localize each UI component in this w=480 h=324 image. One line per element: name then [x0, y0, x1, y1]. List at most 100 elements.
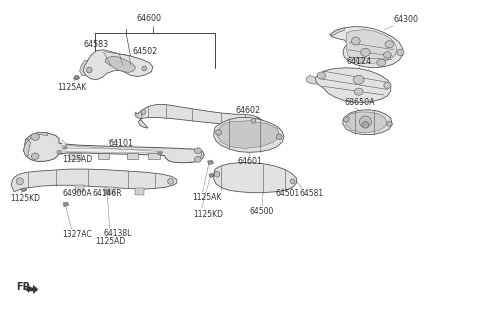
- Polygon shape: [157, 152, 161, 155]
- Ellipse shape: [216, 129, 221, 135]
- Text: 64146R: 64146R: [93, 190, 122, 198]
- Text: 1125KD: 1125KD: [10, 194, 40, 203]
- Ellipse shape: [384, 52, 391, 58]
- Polygon shape: [24, 132, 204, 163]
- Text: 1125AK: 1125AK: [192, 193, 221, 202]
- Polygon shape: [69, 153, 81, 159]
- Ellipse shape: [356, 57, 363, 63]
- Ellipse shape: [351, 37, 360, 45]
- Ellipse shape: [385, 41, 394, 48]
- Ellipse shape: [86, 67, 92, 73]
- Ellipse shape: [360, 116, 372, 127]
- Polygon shape: [98, 153, 109, 159]
- Ellipse shape: [158, 153, 161, 155]
- Text: 64502: 64502: [132, 47, 157, 55]
- Ellipse shape: [377, 59, 385, 66]
- Ellipse shape: [290, 179, 295, 184]
- Polygon shape: [345, 112, 387, 132]
- Ellipse shape: [353, 75, 364, 84]
- Ellipse shape: [360, 48, 370, 56]
- Text: 64124: 64124: [346, 57, 371, 66]
- Polygon shape: [24, 285, 32, 292]
- Text: 1125AD: 1125AD: [62, 155, 92, 164]
- Text: 1125AD: 1125AD: [96, 237, 126, 246]
- Text: 68650A: 68650A: [344, 98, 375, 107]
- Polygon shape: [306, 75, 318, 84]
- Ellipse shape: [194, 148, 202, 154]
- Text: 1327AC: 1327AC: [62, 230, 92, 239]
- Polygon shape: [73, 75, 80, 80]
- Polygon shape: [346, 30, 397, 64]
- Text: 64602: 64602: [235, 106, 260, 115]
- Ellipse shape: [397, 49, 404, 55]
- Text: 64138L: 64138L: [104, 229, 132, 238]
- Polygon shape: [343, 110, 392, 134]
- Polygon shape: [137, 105, 259, 128]
- Text: 64581: 64581: [300, 190, 324, 198]
- Ellipse shape: [63, 147, 66, 149]
- Ellipse shape: [104, 191, 108, 194]
- Ellipse shape: [354, 88, 363, 95]
- Polygon shape: [198, 149, 204, 160]
- Polygon shape: [135, 189, 144, 195]
- Polygon shape: [127, 153, 138, 159]
- Ellipse shape: [22, 188, 25, 191]
- Ellipse shape: [251, 118, 256, 123]
- Ellipse shape: [208, 161, 212, 164]
- Polygon shape: [105, 187, 115, 194]
- Polygon shape: [214, 163, 297, 193]
- Text: 64101: 64101: [109, 139, 134, 148]
- Polygon shape: [330, 27, 403, 68]
- Polygon shape: [217, 121, 279, 148]
- Ellipse shape: [317, 72, 325, 79]
- Polygon shape: [24, 140, 30, 156]
- Polygon shape: [104, 190, 110, 194]
- Polygon shape: [105, 56, 136, 72]
- Polygon shape: [209, 173, 215, 178]
- Ellipse shape: [194, 156, 201, 162]
- Text: 64300: 64300: [393, 15, 418, 24]
- Text: 64500: 64500: [249, 206, 274, 215]
- Ellipse shape: [142, 66, 147, 71]
- Ellipse shape: [16, 178, 24, 185]
- Polygon shape: [11, 169, 177, 192]
- Ellipse shape: [214, 171, 220, 177]
- Ellipse shape: [386, 122, 392, 126]
- Ellipse shape: [362, 122, 369, 128]
- Polygon shape: [25, 132, 48, 140]
- Ellipse shape: [31, 133, 39, 140]
- Text: 64501: 64501: [276, 190, 300, 198]
- Polygon shape: [135, 110, 142, 119]
- Text: 64600: 64600: [137, 14, 162, 23]
- Ellipse shape: [64, 203, 68, 206]
- Ellipse shape: [168, 179, 173, 184]
- Polygon shape: [253, 117, 263, 126]
- Polygon shape: [148, 153, 159, 159]
- Polygon shape: [63, 146, 67, 149]
- Text: 64601: 64601: [237, 157, 262, 166]
- Polygon shape: [80, 60, 88, 75]
- Ellipse shape: [31, 153, 39, 159]
- Text: 64900A: 64900A: [63, 190, 93, 198]
- Ellipse shape: [384, 82, 391, 88]
- Polygon shape: [83, 50, 153, 80]
- Ellipse shape: [74, 76, 78, 79]
- Text: 1125KD: 1125KD: [193, 210, 223, 219]
- Ellipse shape: [276, 134, 282, 140]
- Polygon shape: [207, 160, 214, 165]
- Polygon shape: [75, 185, 84, 192]
- Ellipse shape: [141, 110, 146, 114]
- Polygon shape: [316, 68, 391, 102]
- Ellipse shape: [209, 174, 213, 177]
- Polygon shape: [330, 28, 344, 36]
- Polygon shape: [21, 188, 27, 192]
- Polygon shape: [63, 202, 69, 206]
- Ellipse shape: [57, 150, 61, 154]
- Text: FR: FR: [16, 282, 30, 292]
- Polygon shape: [28, 285, 38, 294]
- Polygon shape: [62, 140, 162, 153]
- Polygon shape: [214, 118, 284, 152]
- Text: 1125AK: 1125AK: [57, 83, 86, 92]
- Ellipse shape: [343, 117, 349, 122]
- Text: 64583: 64583: [83, 40, 108, 49]
